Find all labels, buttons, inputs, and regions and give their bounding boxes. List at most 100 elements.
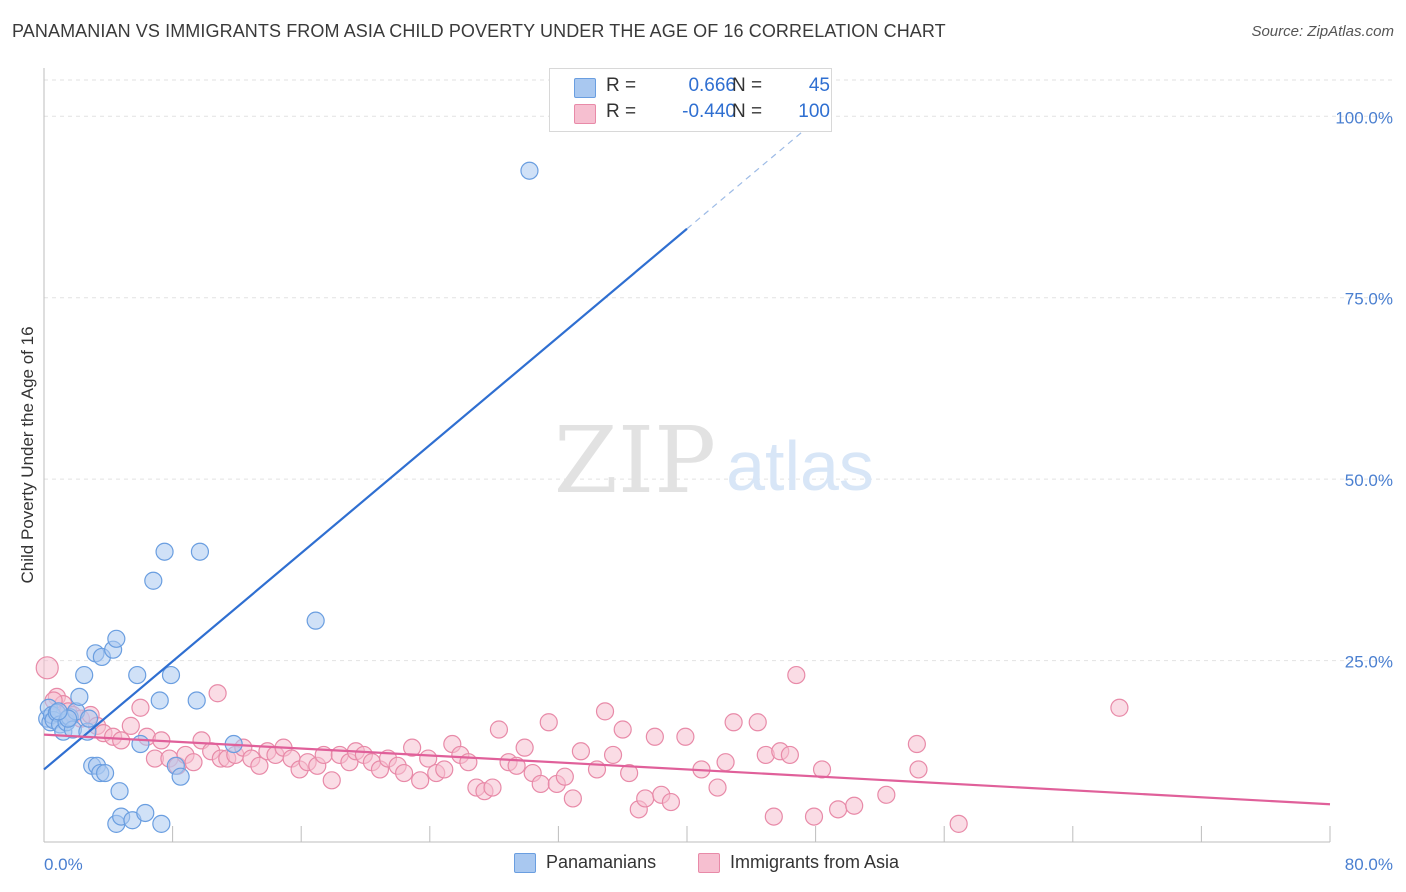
immigrant-point bbox=[620, 763, 639, 783]
trend-layer bbox=[43, 120, 1331, 806]
points-layer bbox=[35, 161, 1129, 833]
immigrant-point bbox=[676, 727, 695, 746]
watermark-zip: ZIP bbox=[554, 407, 716, 514]
panamanian-point bbox=[187, 691, 206, 710]
immigrant-point bbox=[845, 796, 864, 815]
immigrant-point bbox=[483, 778, 502, 797]
immigrant-point bbox=[411, 771, 430, 790]
panamanian-point bbox=[306, 611, 325, 630]
legend-r-value: 0.666 bbox=[688, 75, 736, 96]
legend-r-label: R = bbox=[606, 75, 637, 96]
immigrant-point bbox=[563, 789, 582, 808]
immigrant-point bbox=[613, 720, 632, 739]
panamanian-point bbox=[161, 665, 181, 685]
immigrant-point bbox=[555, 767, 574, 786]
source-label: Source: ZipAtlas.com bbox=[1251, 23, 1394, 40]
immigrant-point bbox=[804, 807, 824, 826]
legend-n-value: 100 bbox=[798, 101, 830, 122]
immigrant-point bbox=[1110, 698, 1129, 717]
immigrant-point bbox=[907, 734, 926, 754]
tick-labels: 25.0% 50.0% 75.0% 100.0% 0.0% 80.0% bbox=[44, 108, 1393, 874]
trend-line-panamanians bbox=[43, 227, 688, 771]
immigrant-point bbox=[603, 745, 623, 765]
panamanian-point bbox=[152, 814, 171, 833]
immigrant-point bbox=[507, 756, 526, 775]
immigrant-point bbox=[531, 774, 550, 794]
immigrant-point bbox=[764, 807, 783, 826]
immigrant-point bbox=[829, 800, 848, 819]
x-tick-label: 80.0% bbox=[1345, 855, 1393, 874]
immigrant-point bbox=[748, 713, 767, 732]
legend-r-value: -0.440 bbox=[682, 101, 736, 122]
immigrant-point bbox=[394, 763, 414, 783]
immigrant-point bbox=[780, 745, 799, 765]
legend-swatch-blue bbox=[574, 78, 596, 98]
immigrant-point bbox=[949, 814, 968, 833]
y-axis-label: Child Poverty Under the Age of 16 bbox=[18, 326, 37, 584]
bottom-legend-label: Immigrants from Asia bbox=[730, 852, 900, 872]
trend-line-immigrants bbox=[43, 733, 1331, 806]
panamanian-point bbox=[520, 161, 539, 180]
panamanian-point bbox=[107, 629, 126, 648]
immigrant-point bbox=[489, 720, 509, 739]
bottom-swatch-pink bbox=[698, 853, 720, 873]
chart-title: PANAMANIAN VS IMMIGRANTS FROM ASIA CHILD… bbox=[12, 21, 946, 41]
panamanian-point bbox=[128, 665, 147, 685]
immigrant-point bbox=[208, 684, 227, 703]
immigrant-point bbox=[403, 738, 422, 757]
legend-n-label: N = bbox=[732, 101, 763, 122]
immigrant-point bbox=[35, 656, 59, 680]
bottom-swatch-blue bbox=[514, 853, 536, 873]
trend-line-panamanians-extension bbox=[686, 120, 816, 230]
immigrant-point bbox=[539, 713, 558, 732]
y-tick-label: 50.0% bbox=[1345, 471, 1393, 490]
immigrant-point bbox=[724, 713, 743, 732]
panamanian-point bbox=[95, 763, 115, 783]
watermark: ZIP atlas bbox=[554, 407, 874, 514]
immigrant-point bbox=[515, 738, 534, 757]
panamanian-point bbox=[131, 734, 150, 754]
panamanian-point bbox=[171, 767, 190, 786]
legend-n-value: 45 bbox=[808, 75, 830, 96]
legend-n-label: N = bbox=[732, 75, 763, 96]
immigrant-point bbox=[708, 778, 727, 797]
immigrant-point bbox=[812, 760, 832, 779]
immigrant-point bbox=[909, 760, 928, 779]
watermark-atlas: atlas bbox=[726, 427, 874, 505]
y-tick-label: 25.0% bbox=[1345, 653, 1393, 672]
y-tick-label: 75.0% bbox=[1345, 290, 1393, 309]
immigrant-point bbox=[661, 792, 681, 812]
panamanian-point bbox=[150, 691, 169, 710]
bottom-legend-label: Panamanians bbox=[546, 852, 657, 872]
panamanian-point bbox=[79, 709, 99, 728]
immigrant-point bbox=[184, 753, 203, 772]
panamanian-point bbox=[70, 687, 89, 706]
panamanian-point bbox=[75, 665, 94, 685]
immigrant-point bbox=[787, 665, 806, 685]
y-tick-label: 100.0% bbox=[1335, 108, 1393, 127]
panamanian-point bbox=[136, 803, 155, 823]
immigrant-point bbox=[435, 760, 454, 779]
immigrant-point bbox=[636, 789, 655, 808]
legend-swatch-pink bbox=[574, 104, 596, 124]
stats-legend: R = 0.666 N = 45 R = -0.440 N = 100 bbox=[549, 68, 832, 132]
immigrant-point bbox=[112, 731, 131, 750]
panamanian-point bbox=[190, 542, 210, 561]
immigrant-point bbox=[250, 756, 269, 775]
immigrant-point bbox=[716, 753, 735, 772]
grid-layer bbox=[44, 79, 1392, 662]
immigrant-point bbox=[595, 702, 615, 721]
panamanian-point bbox=[110, 782, 129, 801]
immigrant-point bbox=[121, 716, 140, 735]
panamanian-point bbox=[144, 571, 163, 590]
immigrant-point bbox=[322, 771, 341, 790]
immigrant-point bbox=[645, 727, 664, 746]
immigrant-point bbox=[877, 785, 896, 804]
legend-r-label: R = bbox=[606, 101, 637, 122]
x-tick-label: 0.0% bbox=[44, 855, 83, 874]
panamanian-point bbox=[155, 542, 174, 561]
immigrant-point bbox=[571, 742, 591, 761]
panamanian-point bbox=[49, 702, 68, 721]
immigrant-point bbox=[131, 698, 150, 717]
